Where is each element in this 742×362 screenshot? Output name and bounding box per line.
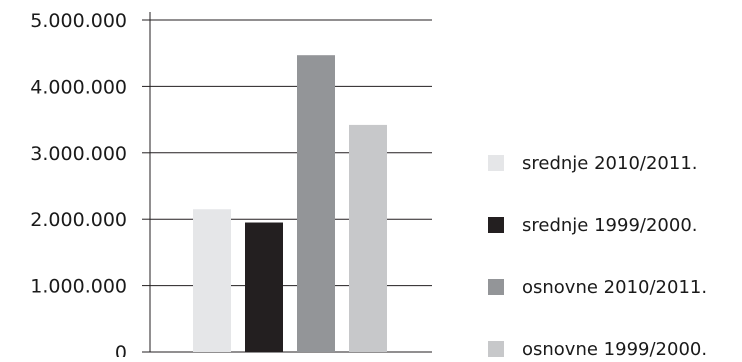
legend-swatch — [488, 279, 504, 295]
y-tick-label: 1.000.000 — [30, 276, 127, 298]
legend-item: osnovne 2010/2011. — [488, 274, 707, 300]
legend-item: osnovne 1999/2000. — [488, 336, 707, 362]
legend-label: osnovne 2010/2011. — [522, 276, 708, 298]
bar-4 — [349, 124, 387, 352]
y-tick-label: 3.000.000 — [30, 143, 127, 165]
legend-swatch — [488, 341, 504, 357]
legend-label: srednje 2010/2011. — [522, 152, 698, 174]
legend-swatch — [488, 155, 504, 171]
bar-2 — [245, 222, 283, 352]
y-tick-label: 5.000.000 — [30, 10, 127, 32]
legend-label: osnovne 1999/2000. — [522, 338, 708, 360]
legend-swatch — [488, 217, 504, 233]
y-tick-label: 4.000.000 — [30, 76, 127, 98]
y-tick-label: 2.000.000 — [30, 209, 127, 231]
y-tick-label: 0 — [115, 342, 127, 357]
bar-3 — [297, 55, 335, 352]
bar-1 — [193, 209, 231, 352]
legend-item: srednje 2010/2011. — [488, 150, 698, 176]
legend-label: srednje 1999/2000. — [522, 214, 698, 236]
legend-item: srednje 1999/2000. — [488, 212, 698, 238]
